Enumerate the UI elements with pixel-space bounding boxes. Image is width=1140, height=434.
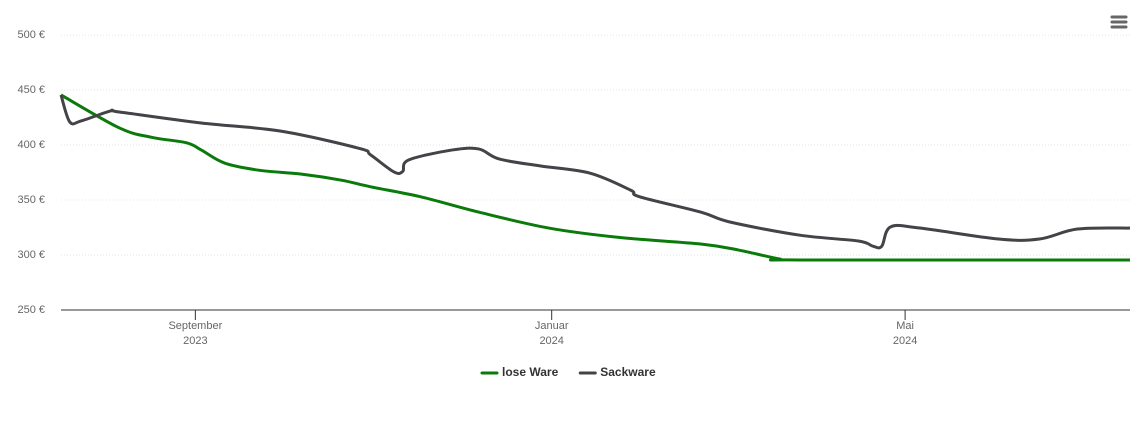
- x-tick-label: 2024: [539, 335, 563, 347]
- y-tick-label: 450 €: [17, 84, 45, 96]
- line: [59, 94, 1131, 250]
- legend-label: Sackware: [600, 365, 656, 379]
- y-tick-label: 400 €: [17, 139, 45, 151]
- x-tick-label: 2023: [183, 335, 207, 347]
- x-tick-label: September: [168, 320, 222, 332]
- y-tick-label: 250 €: [17, 304, 45, 316]
- x-tick-label: 2024: [893, 335, 917, 347]
- menu-button[interactable]: [1110, 15, 1128, 31]
- x-tick-label: Januar: [535, 320, 569, 332]
- y-tick-label: 500 €: [17, 29, 45, 41]
- y-tick-label: 300 €: [17, 249, 45, 261]
- legend-item[interactable]: lose Ware: [480, 365, 559, 379]
- y-tick-label: 350 €: [17, 194, 45, 206]
- legend-item[interactable]: Sackware: [578, 365, 656, 379]
- legend: lose Ware Sackware: [480, 365, 656, 379]
- line: [60, 93, 1131, 262]
- legend-label: lose Ware: [502, 365, 559, 379]
- x-tick-label: Mai: [896, 320, 914, 332]
